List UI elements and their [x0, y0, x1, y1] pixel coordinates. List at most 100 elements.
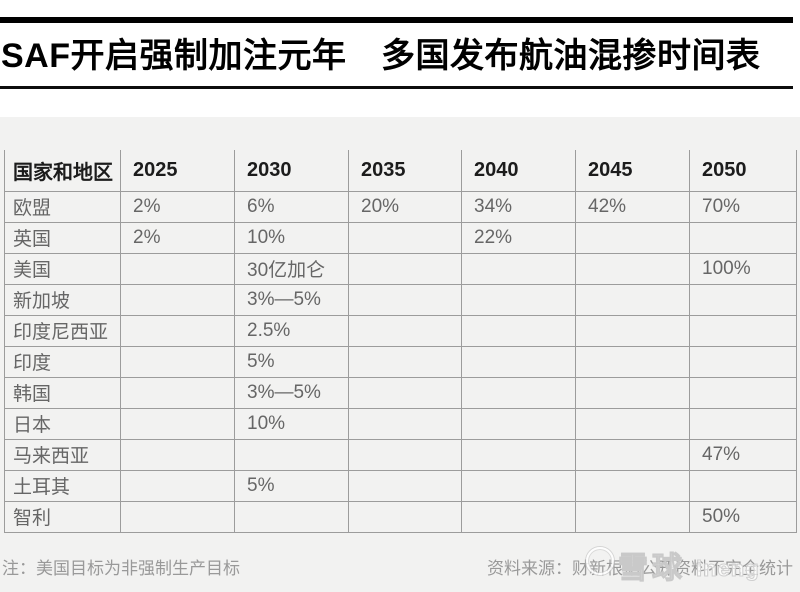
table-row: 美国 30亿加仑 100% — [4, 252, 797, 285]
value-cell — [234, 500, 349, 533]
value-cell — [689, 376, 797, 409]
value-cell — [120, 469, 235, 502]
value-cell — [575, 500, 690, 533]
value-cell — [575, 252, 690, 285]
value-cell: 5% — [234, 345, 349, 378]
value-cell: 10% — [234, 407, 349, 440]
value-cell: 10% — [234, 221, 349, 254]
table-row: 智利 50% — [4, 500, 797, 533]
value-cell: 100% — [689, 252, 797, 285]
region-cell: 美国 — [4, 252, 121, 285]
value-cell: 5% — [234, 469, 349, 502]
value-cell — [689, 283, 797, 316]
value-cell: 2.5% — [234, 314, 349, 347]
value-cell: 22% — [461, 221, 576, 254]
table-row: 土耳其 5% — [4, 469, 797, 502]
table-row: 欧盟 2% 6% 20% 34% 42% 70% — [4, 190, 797, 223]
value-cell — [120, 314, 235, 347]
region-cell: 印度 — [4, 345, 121, 378]
region-cell: 土耳其 — [4, 469, 121, 502]
page-title: SAF开启强制加注元年 多国发布航油混掺时间表 — [1, 37, 761, 75]
value-cell: 3%—5% — [234, 283, 349, 316]
table-row: 马来西亚 47% — [4, 438, 797, 471]
value-cell — [461, 314, 576, 347]
value-cell — [461, 407, 576, 440]
column-header-year: 2040 — [461, 150, 576, 192]
value-cell: 20% — [348, 190, 462, 223]
table-row: 韩国 3%—5% — [4, 376, 797, 409]
value-cell: 34% — [461, 190, 576, 223]
value-cell — [461, 438, 576, 471]
value-cell — [348, 407, 462, 440]
value-cell — [348, 376, 462, 409]
value-cell — [575, 314, 690, 347]
column-header-year: 2030 — [234, 150, 349, 192]
region-cell: 英国 — [4, 221, 121, 254]
value-cell — [461, 376, 576, 409]
region-cell: 马来西亚 — [4, 438, 121, 471]
value-cell — [689, 221, 797, 254]
value-cell — [689, 314, 797, 347]
table-row: 英国 2% 10% 22% — [4, 221, 797, 254]
column-header-year: 2050 — [689, 150, 797, 192]
region-cell: 韩国 — [4, 376, 121, 409]
value-cell — [461, 283, 576, 316]
value-cell: 6% — [234, 190, 349, 223]
value-cell — [120, 407, 235, 440]
value-cell — [120, 500, 235, 533]
value-cell — [348, 314, 462, 347]
source-credit: 资料来源：财新根据公开资料不完全统计 — [487, 559, 793, 578]
value-cell: 2% — [120, 221, 235, 254]
value-cell — [348, 252, 462, 285]
value-cell — [234, 438, 349, 471]
table-row: 日本 10% — [4, 407, 797, 440]
value-cell: 42% — [575, 190, 690, 223]
table-row: 印度尼西亚 2.5% — [4, 314, 797, 347]
value-cell: 47% — [689, 438, 797, 471]
value-cell — [348, 500, 462, 533]
value-cell — [120, 376, 235, 409]
value-cell — [689, 345, 797, 378]
region-cell: 新加坡 — [4, 283, 121, 316]
region-cell: 印度尼西亚 — [4, 314, 121, 347]
column-header-year: 2035 — [348, 150, 462, 192]
saf-timeline-table: 国家和地区 2025 2030 2035 2040 2045 2050 欧盟 2% 6% 20% 3… — [4, 150, 797, 533]
region-cell: 日本 — [4, 407, 121, 440]
table-body: 欧盟 2% 6% 20% 34% 42% 70% 英国 2% 10% 22% 美国 30亿加仑 100% 新… — [4, 190, 797, 533]
value-cell: 50% — [689, 500, 797, 533]
column-header-year: 2025 — [120, 150, 235, 192]
value-cell — [575, 376, 690, 409]
value-cell — [120, 345, 235, 378]
column-header-year: 2045 — [575, 150, 690, 192]
region-cell: 欧盟 — [4, 190, 121, 223]
value-cell — [575, 345, 690, 378]
value-cell — [120, 283, 235, 316]
value-cell — [461, 252, 576, 285]
table-row: 印度 5% — [4, 345, 797, 378]
value-cell — [348, 438, 462, 471]
value-cell — [348, 221, 462, 254]
title-divider — [0, 86, 793, 89]
value-cell: 3%—5% — [234, 376, 349, 409]
table-panel: 国家和地区 2025 2030 2035 2040 2045 2050 欧盟 2% 6% 20% 3… — [0, 117, 800, 592]
table-header: 国家和地区 2025 2030 2035 2040 2045 2050 — [4, 150, 797, 192]
value-cell — [575, 283, 690, 316]
value-cell — [348, 283, 462, 316]
region-cell: 智利 — [4, 500, 121, 533]
value-cell — [689, 469, 797, 502]
value-cell — [575, 469, 690, 502]
table-row: 新加坡 3%—5% — [4, 283, 797, 316]
value-cell — [120, 252, 235, 285]
value-cell — [575, 407, 690, 440]
footnote: 注：美国目标为非强制生产目标 — [2, 559, 240, 578]
footer-notes: 注：美国目标为非强制生产目标 资料来源：财新根据公开资料不完全统计 — [0, 554, 793, 580]
value-cell — [461, 500, 576, 533]
value-cell — [461, 469, 576, 502]
value-cell: 2% — [120, 190, 235, 223]
value-cell — [689, 407, 797, 440]
value-cell — [120, 438, 235, 471]
value-cell — [348, 345, 462, 378]
value-cell: 30亿加仑 — [234, 252, 349, 285]
value-cell — [461, 345, 576, 378]
